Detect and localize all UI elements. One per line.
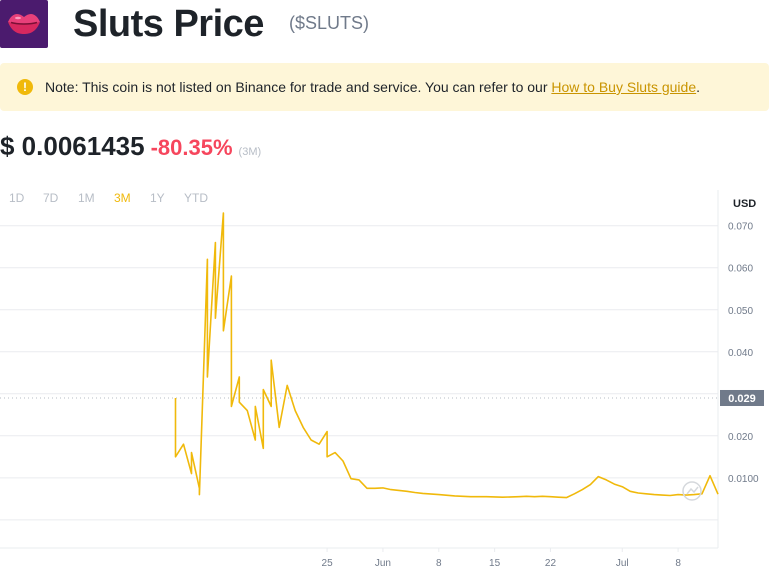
x-tick-label: 15 [489, 558, 501, 569]
price-line [174, 212, 719, 499]
x-tick-label: Jul [616, 558, 629, 569]
currency-label: USD [733, 198, 756, 210]
x-tick-label: 8 [675, 558, 681, 569]
y-tick-label: 0.020 [728, 432, 753, 443]
x-axis: 25 Jun 8 15 22 Jul 8 [322, 548, 681, 569]
y-tick-label: 0.040 [728, 348, 753, 359]
price-line-layer [174, 212, 719, 499]
notice-banner: ! Note: This coin is not listed on Binan… [0, 63, 769, 111]
y-tick-label: 0.070 [728, 222, 753, 233]
range-ytd[interactable]: YTD [184, 191, 208, 205]
notice-text: Note: This coin is not listed on Binance… [45, 78, 700, 96]
page-title: Sluts Price [73, 3, 264, 45]
current-value-badge [720, 389, 764, 406]
x-tick-label: 22 [545, 558, 557, 569]
coin-symbol: ($SLUTS) [289, 13, 370, 33]
price-change: -80.35% [150, 135, 233, 160]
header: Sluts Price ($SLUTS) [0, 0, 783, 52]
range-1y[interactable]: 1Y [150, 191, 165, 205]
y-tick-label: 0.050 [728, 306, 753, 317]
range-1d[interactable]: 1D [9, 191, 25, 205]
change-period: (3M) [238, 146, 262, 158]
range-1m[interactable]: 1M [78, 191, 95, 205]
chart-grid [0, 190, 719, 549]
range-7d[interactable]: 7D [43, 191, 59, 205]
x-tick-label: 25 [322, 558, 334, 569]
range-3m[interactable]: 3M [114, 191, 131, 205]
watermark-icon [682, 481, 702, 501]
exclamation-icon: ! [17, 79, 33, 95]
y-tick-label: 0.060 [728, 264, 753, 275]
how-to-buy-link[interactable]: How to Buy Sluts guide [551, 79, 697, 95]
x-tick-label: Jun [375, 558, 391, 569]
y-tick-label: 0.0100 [728, 474, 759, 485]
current-value-marker: 0.029 [720, 389, 764, 406]
notice-message: Note: This coin is not listed on Binance… [45, 79, 552, 95]
current-price: $ 0.0061435 [0, 131, 145, 161]
price-row: $ 0.0061435 -80.35% (3M) [0, 131, 261, 163]
lips-icon [8, 14, 40, 34]
current-value-label: 0.029 [728, 393, 756, 405]
x-tick-label: 8 [436, 558, 442, 569]
notice-suffix: . [696, 79, 701, 95]
coin-logo [0, 0, 48, 48]
